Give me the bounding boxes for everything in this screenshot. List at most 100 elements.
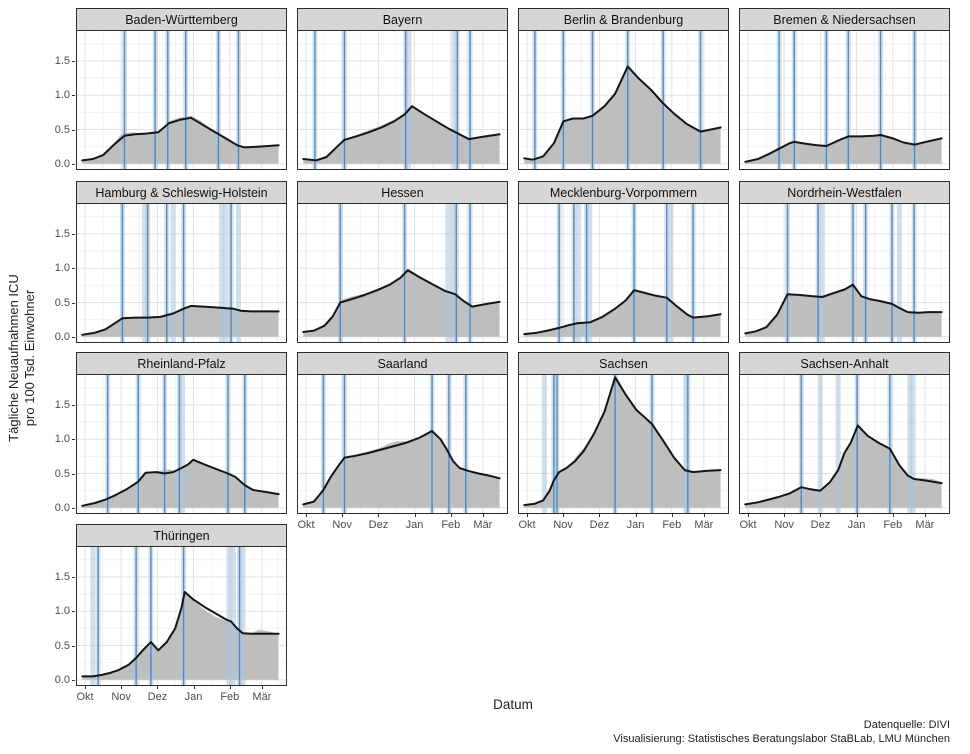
y-axis-label-line1: Tägliche Neuaufnahmen ICU xyxy=(6,274,21,442)
facet-plot xyxy=(739,203,950,343)
event-line-halo xyxy=(230,546,236,686)
y-axis-label: Tägliche Neuaufnahmen ICU pro 100 Tsd. E… xyxy=(6,188,38,528)
line-series xyxy=(81,304,280,336)
event-line xyxy=(864,203,867,343)
facet-panel-thüringen: Thüringen xyxy=(76,524,287,686)
y-tick-mark xyxy=(72,404,75,406)
event-line xyxy=(889,374,891,514)
facet-strip: Thüringen xyxy=(76,524,287,546)
x-tick-mark xyxy=(892,514,894,517)
event-line xyxy=(404,30,407,170)
line-series xyxy=(81,458,280,507)
event-line xyxy=(585,203,588,343)
x-tick-mark xyxy=(820,514,822,517)
event-line xyxy=(856,374,858,514)
facet-panel-bremen-niedersachsen: Bremen & Niedersachsen xyxy=(739,8,950,170)
line-series xyxy=(523,376,722,507)
event-line-halo xyxy=(170,203,176,343)
x-tick-label: Feb xyxy=(441,519,461,531)
y-tick-label: 0.0 xyxy=(54,157,70,170)
facet-strip: Sachsen-Anhalt xyxy=(739,352,950,374)
event-line xyxy=(154,30,156,170)
event-line-halo xyxy=(907,374,913,514)
y-tick-label: 1.5 xyxy=(54,570,70,583)
event-line xyxy=(230,203,232,343)
event-line xyxy=(227,374,229,514)
event-line xyxy=(448,374,450,514)
facet-panel-sachsen: Sachsen xyxy=(518,352,729,514)
facet-strip: Hamburg & Schleswig-Holstein xyxy=(76,181,287,203)
y-tick-label: 0.0 xyxy=(54,501,70,514)
event-line xyxy=(137,374,139,514)
x-tick-mark xyxy=(85,686,87,689)
event-line-halo xyxy=(819,203,825,343)
event-line-halo xyxy=(406,30,412,170)
area-series xyxy=(303,105,500,164)
x-tick-label: Okt xyxy=(518,519,536,531)
x-tick-label: Jan xyxy=(184,691,203,703)
event-line xyxy=(455,203,458,343)
event-line xyxy=(778,30,780,170)
x-tick-mark xyxy=(121,686,123,689)
event-line xyxy=(237,30,240,170)
area-series xyxy=(524,374,721,508)
line-series xyxy=(81,116,280,162)
event-line-halo xyxy=(896,203,902,343)
facet-plot xyxy=(518,374,729,514)
caption-visualization: Visualisierung: Statistisches Beratungsl… xyxy=(613,732,950,745)
event-line-halo xyxy=(226,546,232,686)
event-line-halo xyxy=(219,203,225,343)
line-series xyxy=(81,591,280,678)
event-line xyxy=(135,546,137,686)
y-tick-mark xyxy=(72,439,75,441)
facet-panel-hessen: Hessen xyxy=(297,181,508,343)
x-tick-mark xyxy=(748,514,750,517)
event-line xyxy=(185,30,187,170)
x-tick-mark xyxy=(527,514,529,517)
caption-datasource: Datenquelle: DIVI xyxy=(863,719,950,731)
y-tick-label: 1.0 xyxy=(54,262,70,275)
facet-strip: Baden-Württemberg xyxy=(76,8,287,30)
event-line xyxy=(217,30,220,170)
x-tick-label: Mär xyxy=(915,519,935,531)
x-tick-mark xyxy=(856,514,858,517)
x-tick-label: Jan xyxy=(405,519,424,531)
x-tick-label: Mär xyxy=(473,519,493,531)
event-line xyxy=(786,203,789,343)
x-tick-label: Jan xyxy=(847,519,866,531)
facet-title: Saarland xyxy=(377,356,428,371)
facet-strip: Rheinland-Pfalz xyxy=(76,352,287,374)
facet-panel-nordrhein-westfalen: Nordrhein-Westfalen xyxy=(739,181,950,343)
x-tick-mark xyxy=(414,514,416,517)
event-line xyxy=(456,30,459,170)
x-tick-mark xyxy=(599,514,601,517)
line-series xyxy=(744,424,943,506)
facet-strip: Hessen xyxy=(297,181,508,203)
line-series xyxy=(523,289,722,336)
y-tick-mark xyxy=(72,268,75,270)
x-tick-mark xyxy=(193,686,195,689)
x-tick-mark xyxy=(924,514,926,517)
line-series xyxy=(302,430,501,506)
x-tick-label: Dez xyxy=(147,691,168,703)
y-tick-label: 1.5 xyxy=(54,54,70,67)
event-line-halo xyxy=(451,30,457,170)
y-axis-label-line2: pro 100 Tsd. Einwohner xyxy=(22,289,37,427)
y-tick-mark xyxy=(72,645,75,647)
event-line-halo xyxy=(910,374,916,514)
facet-panel-hamburg-schleswig-holstein: Hamburg & Schleswig-Holstein xyxy=(76,181,287,343)
facet-plot xyxy=(76,30,287,170)
facet-panel-berlin-brandenburg: Berlin & Brandenburg xyxy=(518,8,729,170)
event-line-halo xyxy=(240,546,246,686)
x-tick-label: Feb xyxy=(220,691,240,703)
facet-strip: Bremen & Niedersachsen xyxy=(739,8,950,30)
event-line-halo xyxy=(142,203,148,343)
area-series xyxy=(745,424,942,508)
x-tick-label: Dez xyxy=(368,519,389,531)
y-tick-label: 1.0 xyxy=(54,89,70,102)
facet-panel-saarland: Saarland xyxy=(297,352,508,514)
event-line-halo xyxy=(817,374,823,514)
y-tick-mark xyxy=(72,233,75,235)
y-tick-mark xyxy=(72,95,75,97)
y-tick-mark xyxy=(72,576,75,578)
